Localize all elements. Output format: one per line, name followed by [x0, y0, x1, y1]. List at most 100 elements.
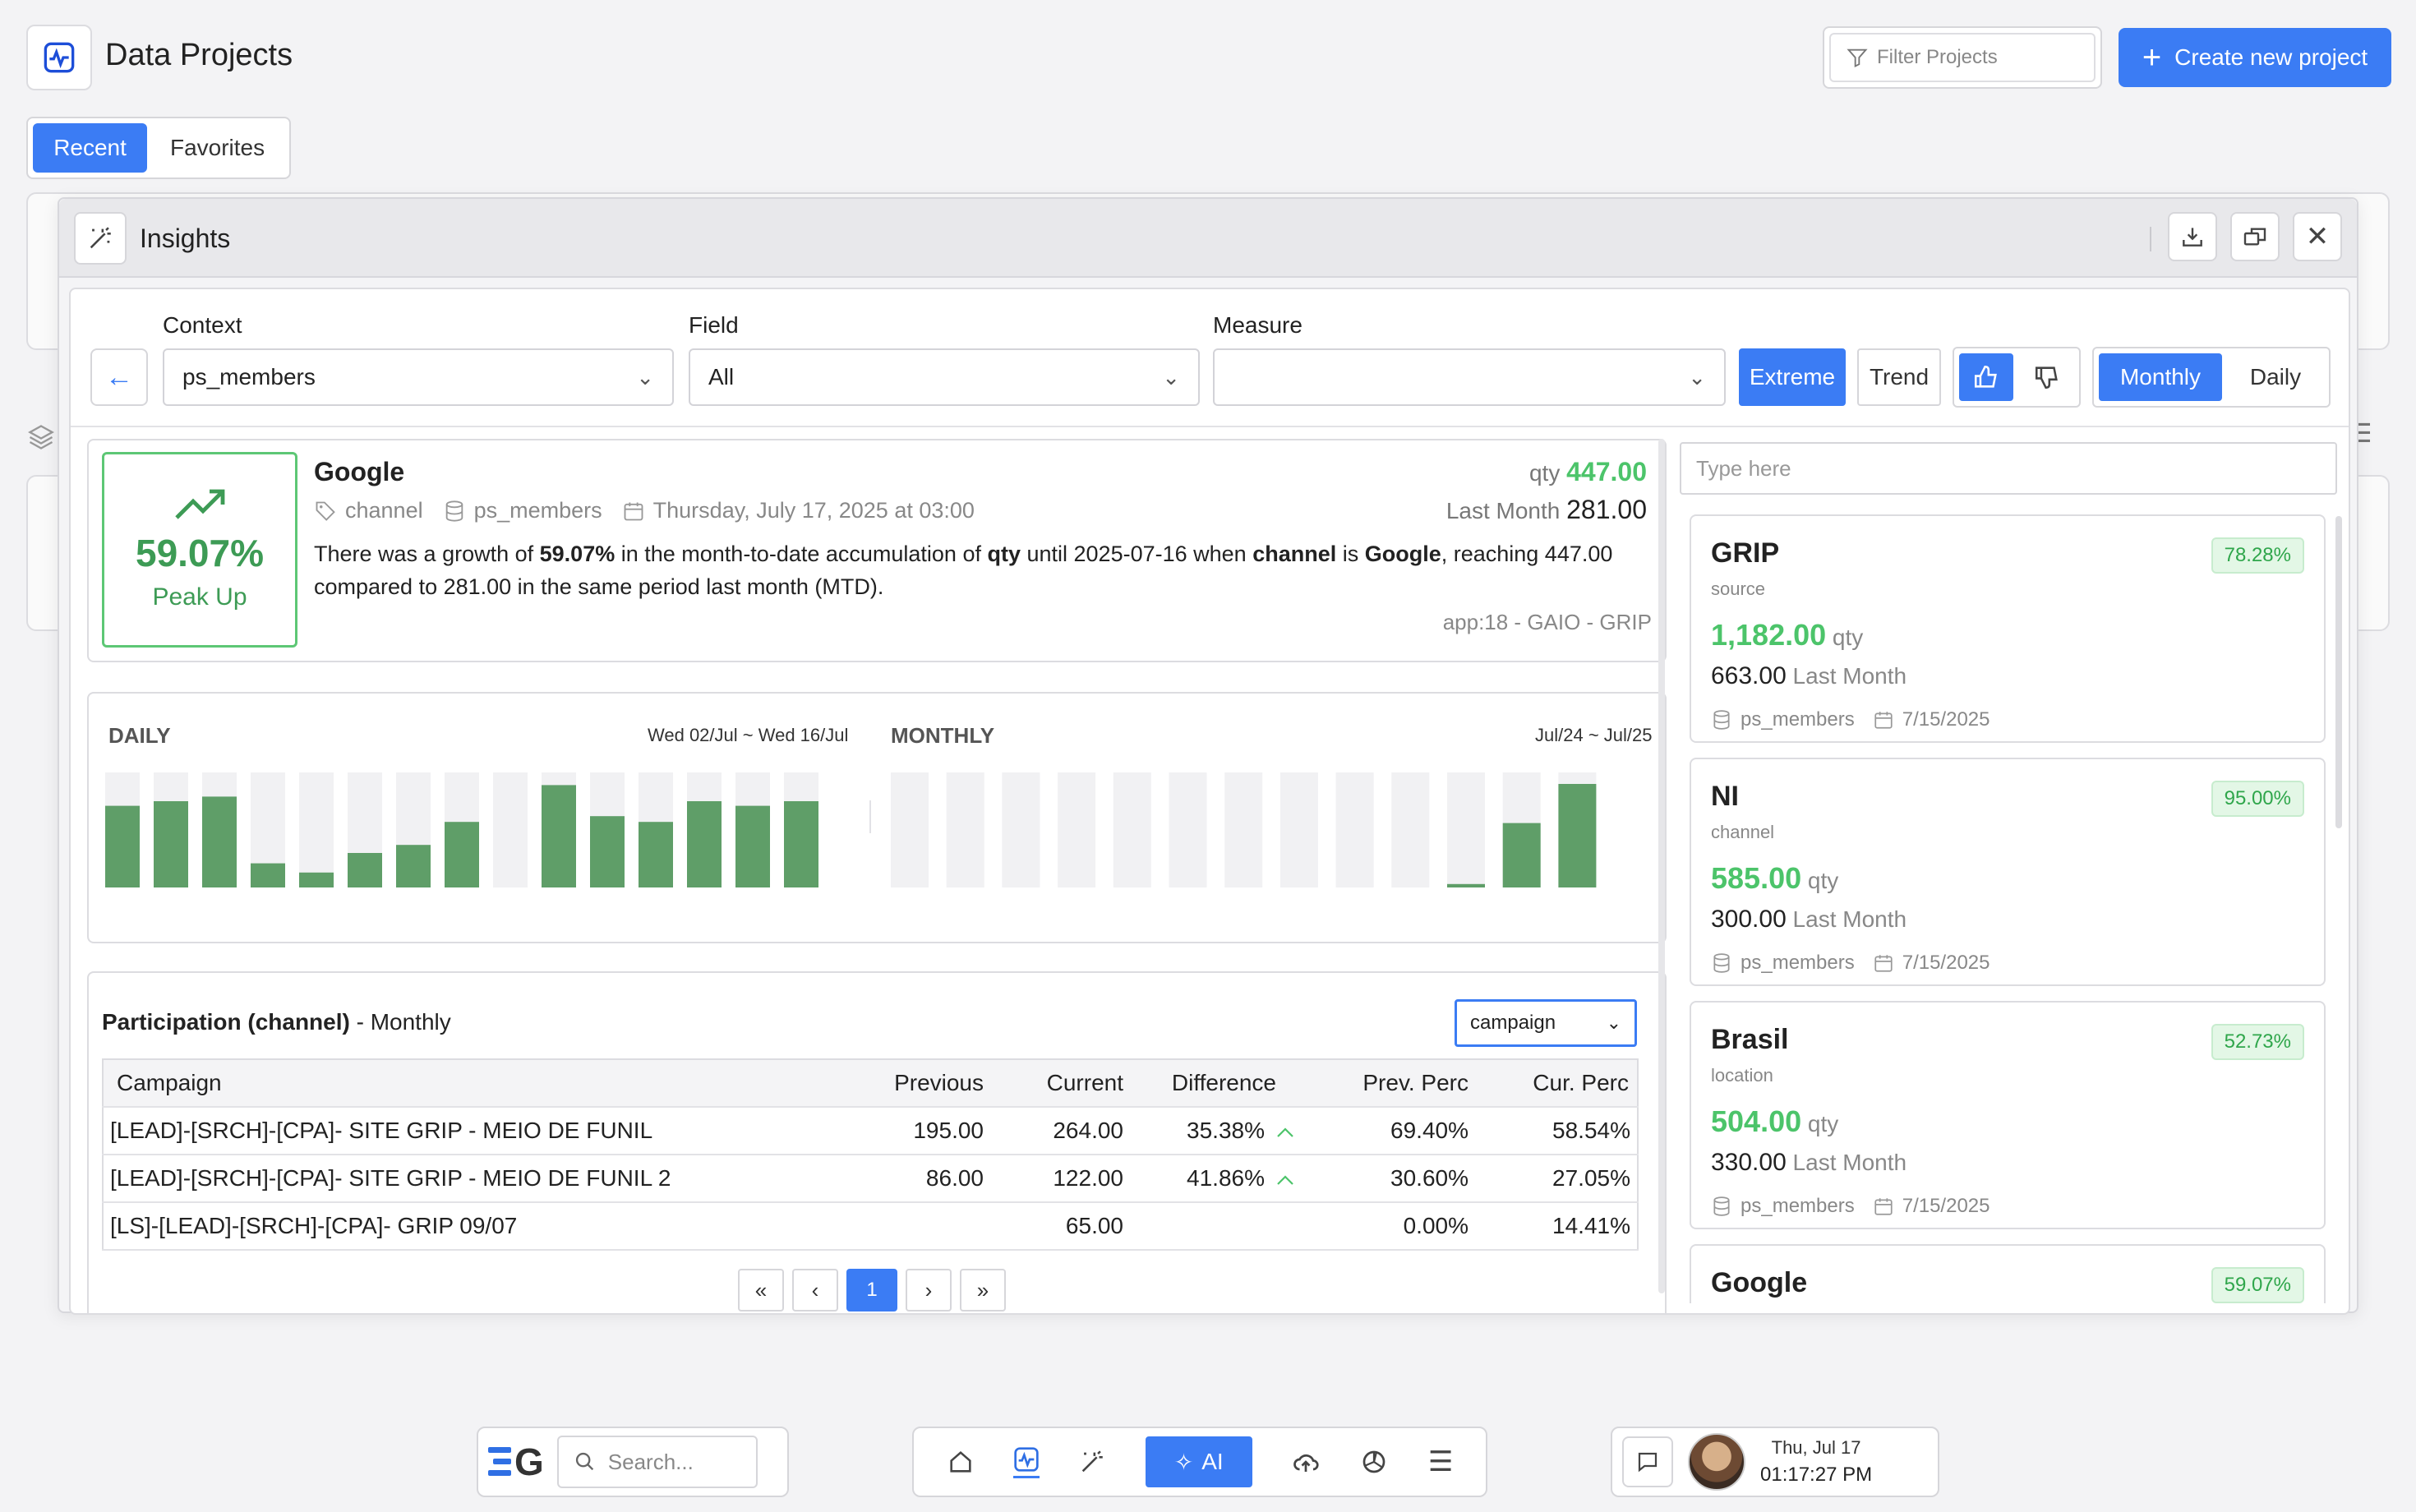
extreme-button[interactable]: Extreme [1739, 348, 1846, 406]
card-prev: 300.00 [1711, 906, 1787, 933]
bar-background [1169, 772, 1207, 887]
column-header[interactable]: Previous [857, 1059, 997, 1108]
thumbs-down-button[interactable] [2020, 353, 2074, 401]
taskbar-search[interactable]: Search... [556, 1436, 758, 1488]
create-project-button[interactable]: + Create new project [2119, 28, 2391, 87]
thumbs-up-button[interactable] [1959, 353, 2013, 401]
bar-04/Jul[interactable] [202, 796, 237, 887]
database-icon [1713, 953, 1730, 973]
bar-Jul/25[interactable] [1558, 784, 1597, 887]
desc-text: There was a growth of [314, 542, 540, 566]
openai-button[interactable] [1359, 1447, 1389, 1477]
page-button[interactable]: 1 [846, 1269, 897, 1311]
bar-Jun/25[interactable] [1502, 823, 1541, 887]
modal-title: Insights [140, 224, 231, 253]
column-header[interactable]: Prev. Perc [1309, 1059, 1482, 1108]
close-button[interactable]: ✕ [2293, 212, 2342, 261]
bar-14/Jul[interactable] [687, 801, 722, 887]
download-button[interactable] [2168, 212, 2217, 261]
column-header[interactable]: Current [997, 1059, 1137, 1108]
thumbs-down-icon [2035, 366, 2058, 390]
card-date: 7/15/2025 [1902, 952, 1990, 974]
left-scrollbar[interactable] [1658, 439, 1665, 1293]
bar-background [1224, 772, 1263, 887]
insight-prev-row: Last Month 281.00 [1446, 495, 1647, 525]
bar-12/Jul[interactable] [590, 816, 625, 887]
table-row[interactable]: [LEAD]-[SRCH]-[CPA]- SITE GRIP - MEIO DE… [103, 1155, 1638, 1203]
ai-button[interactable]: ✧ AI [1145, 1436, 1252, 1487]
ranking-card[interactable]: Google 59.07% [1690, 1244, 2326, 1303]
measure-select[interactable]: ⌄ [1213, 348, 1726, 406]
bar-08/Jul[interactable] [396, 845, 431, 887]
measure-label: Measure [1213, 312, 1303, 338]
right-search-input[interactable]: Type here [1680, 442, 2337, 495]
desc-bold: qty [987, 542, 1021, 566]
tab-recent[interactable]: Recent [33, 123, 148, 173]
chat-button[interactable] [1622, 1436, 1673, 1487]
card-value-row: 1,182.00 qty [1711, 618, 1863, 652]
cell-text: 27.05% [1552, 1165, 1630, 1191]
trend-button[interactable]: Trend [1857, 348, 1941, 406]
bar-background [1335, 772, 1374, 887]
first-page-button[interactable]: « [738, 1269, 784, 1311]
daily-button[interactable]: Daily [2249, 364, 2302, 390]
cell-text: [LS]-[LEAD]-[SRCH]-[CPA]- GRIP 09/07 [110, 1213, 518, 1238]
ranking-card[interactable]: NI 95.00% channel 585.00 qty 300.00 Last Mon… [1690, 758, 2326, 986]
insights-modal: Insights ✕ Context Field Measure ← ps_me… [58, 197, 2358, 1315]
daily-title: DAILY [108, 723, 171, 748]
column-header[interactable]: Cur. Perc [1482, 1059, 1638, 1108]
desc-bold: channel [1252, 542, 1337, 566]
bar-16/Jul[interactable] [784, 801, 818, 887]
right-scrollbar[interactable] [2335, 516, 2342, 828]
header-divider [2150, 227, 2151, 251]
filter-projects-box: Filter Projects [1823, 26, 2102, 89]
table-row[interactable]: [LS]-[LEAD]-[SRCH]-[CPA]- GRIP 09/07 65.0… [103, 1202, 1638, 1251]
card-type: source [1711, 579, 1766, 599]
tab-favorites[interactable]: Favorites [169, 135, 265, 160]
group-select[interactable]: campaign ⌄ [1455, 999, 1637, 1047]
avatar[interactable] [1688, 1433, 1745, 1491]
bar-06/Jul[interactable] [299, 872, 334, 887]
home-button[interactable] [947, 1448, 975, 1476]
bar-02/Jul[interactable] [105, 805, 140, 887]
create-project-label: Create new project [2174, 44, 2368, 70]
filter-projects-input[interactable]: Filter Projects [1829, 33, 2096, 82]
field-select[interactable]: All ⌄ [689, 348, 1200, 406]
table-row[interactable]: [LEAD]-[SRCH]-[CPA]- SITE GRIP - MEIO DE… [103, 1107, 1638, 1155]
context-select[interactable]: ps_members ⌄ [163, 348, 674, 406]
bar-background [1058, 772, 1096, 887]
card-value-row: 585.00 qty [1711, 861, 1838, 896]
bar-May/25[interactable] [1447, 883, 1485, 887]
bar-13/Jul[interactable] [639, 822, 673, 887]
column-header[interactable]: Campaign [103, 1059, 857, 1108]
monthly-button[interactable]: Monthly [2099, 353, 2222, 401]
bar-03/Jul[interactable] [154, 801, 188, 887]
bar-07/Jul[interactable] [348, 853, 382, 887]
window-toggle-button[interactable] [2230, 212, 2280, 261]
menu-button[interactable]: ☰ [1428, 1445, 1453, 1478]
projects-button[interactable] [1013, 1446, 1040, 1478]
calendar-icon [624, 502, 643, 520]
card-date: 7/15/2025 [1902, 708, 1990, 731]
next-page-button[interactable]: › [906, 1269, 952, 1311]
bar-15/Jul[interactable] [735, 805, 770, 887]
back-button[interactable]: ← [90, 348, 148, 406]
column-header[interactable]: Difference [1137, 1059, 1309, 1108]
bar-05/Jul[interactable] [251, 863, 285, 887]
upload-button[interactable] [1291, 1447, 1321, 1477]
insights-button[interactable] [1078, 1448, 1106, 1476]
last-page-button[interactable]: » [960, 1269, 1006, 1311]
magic-wand-icon-box [74, 212, 127, 265]
insight-value: 447.00 [1566, 457, 1647, 486]
card-value: 504.00 [1711, 1104, 1802, 1138]
database-icon [1713, 1196, 1730, 1216]
ranking-card[interactable]: Brasil 52.73% location 504.00 qty 330.00 Las… [1690, 1001, 2326, 1229]
insight-description: There was a growth of 59.07% in the mont… [314, 537, 1629, 603]
card-meta: ps_members 7/15/2025 [1711, 1195, 1990, 1218]
bar-11/Jul[interactable] [542, 785, 576, 887]
cell-text: 35.38% [1187, 1118, 1265, 1143]
ranking-card[interactable]: GRIP 78.28% source 1,182.00 qty 663.00 Last … [1690, 514, 2326, 743]
prev-page-button[interactable]: ‹ [792, 1269, 838, 1311]
arrow-left-icon: ← [105, 361, 133, 393]
bar-09/Jul[interactable] [445, 822, 479, 887]
